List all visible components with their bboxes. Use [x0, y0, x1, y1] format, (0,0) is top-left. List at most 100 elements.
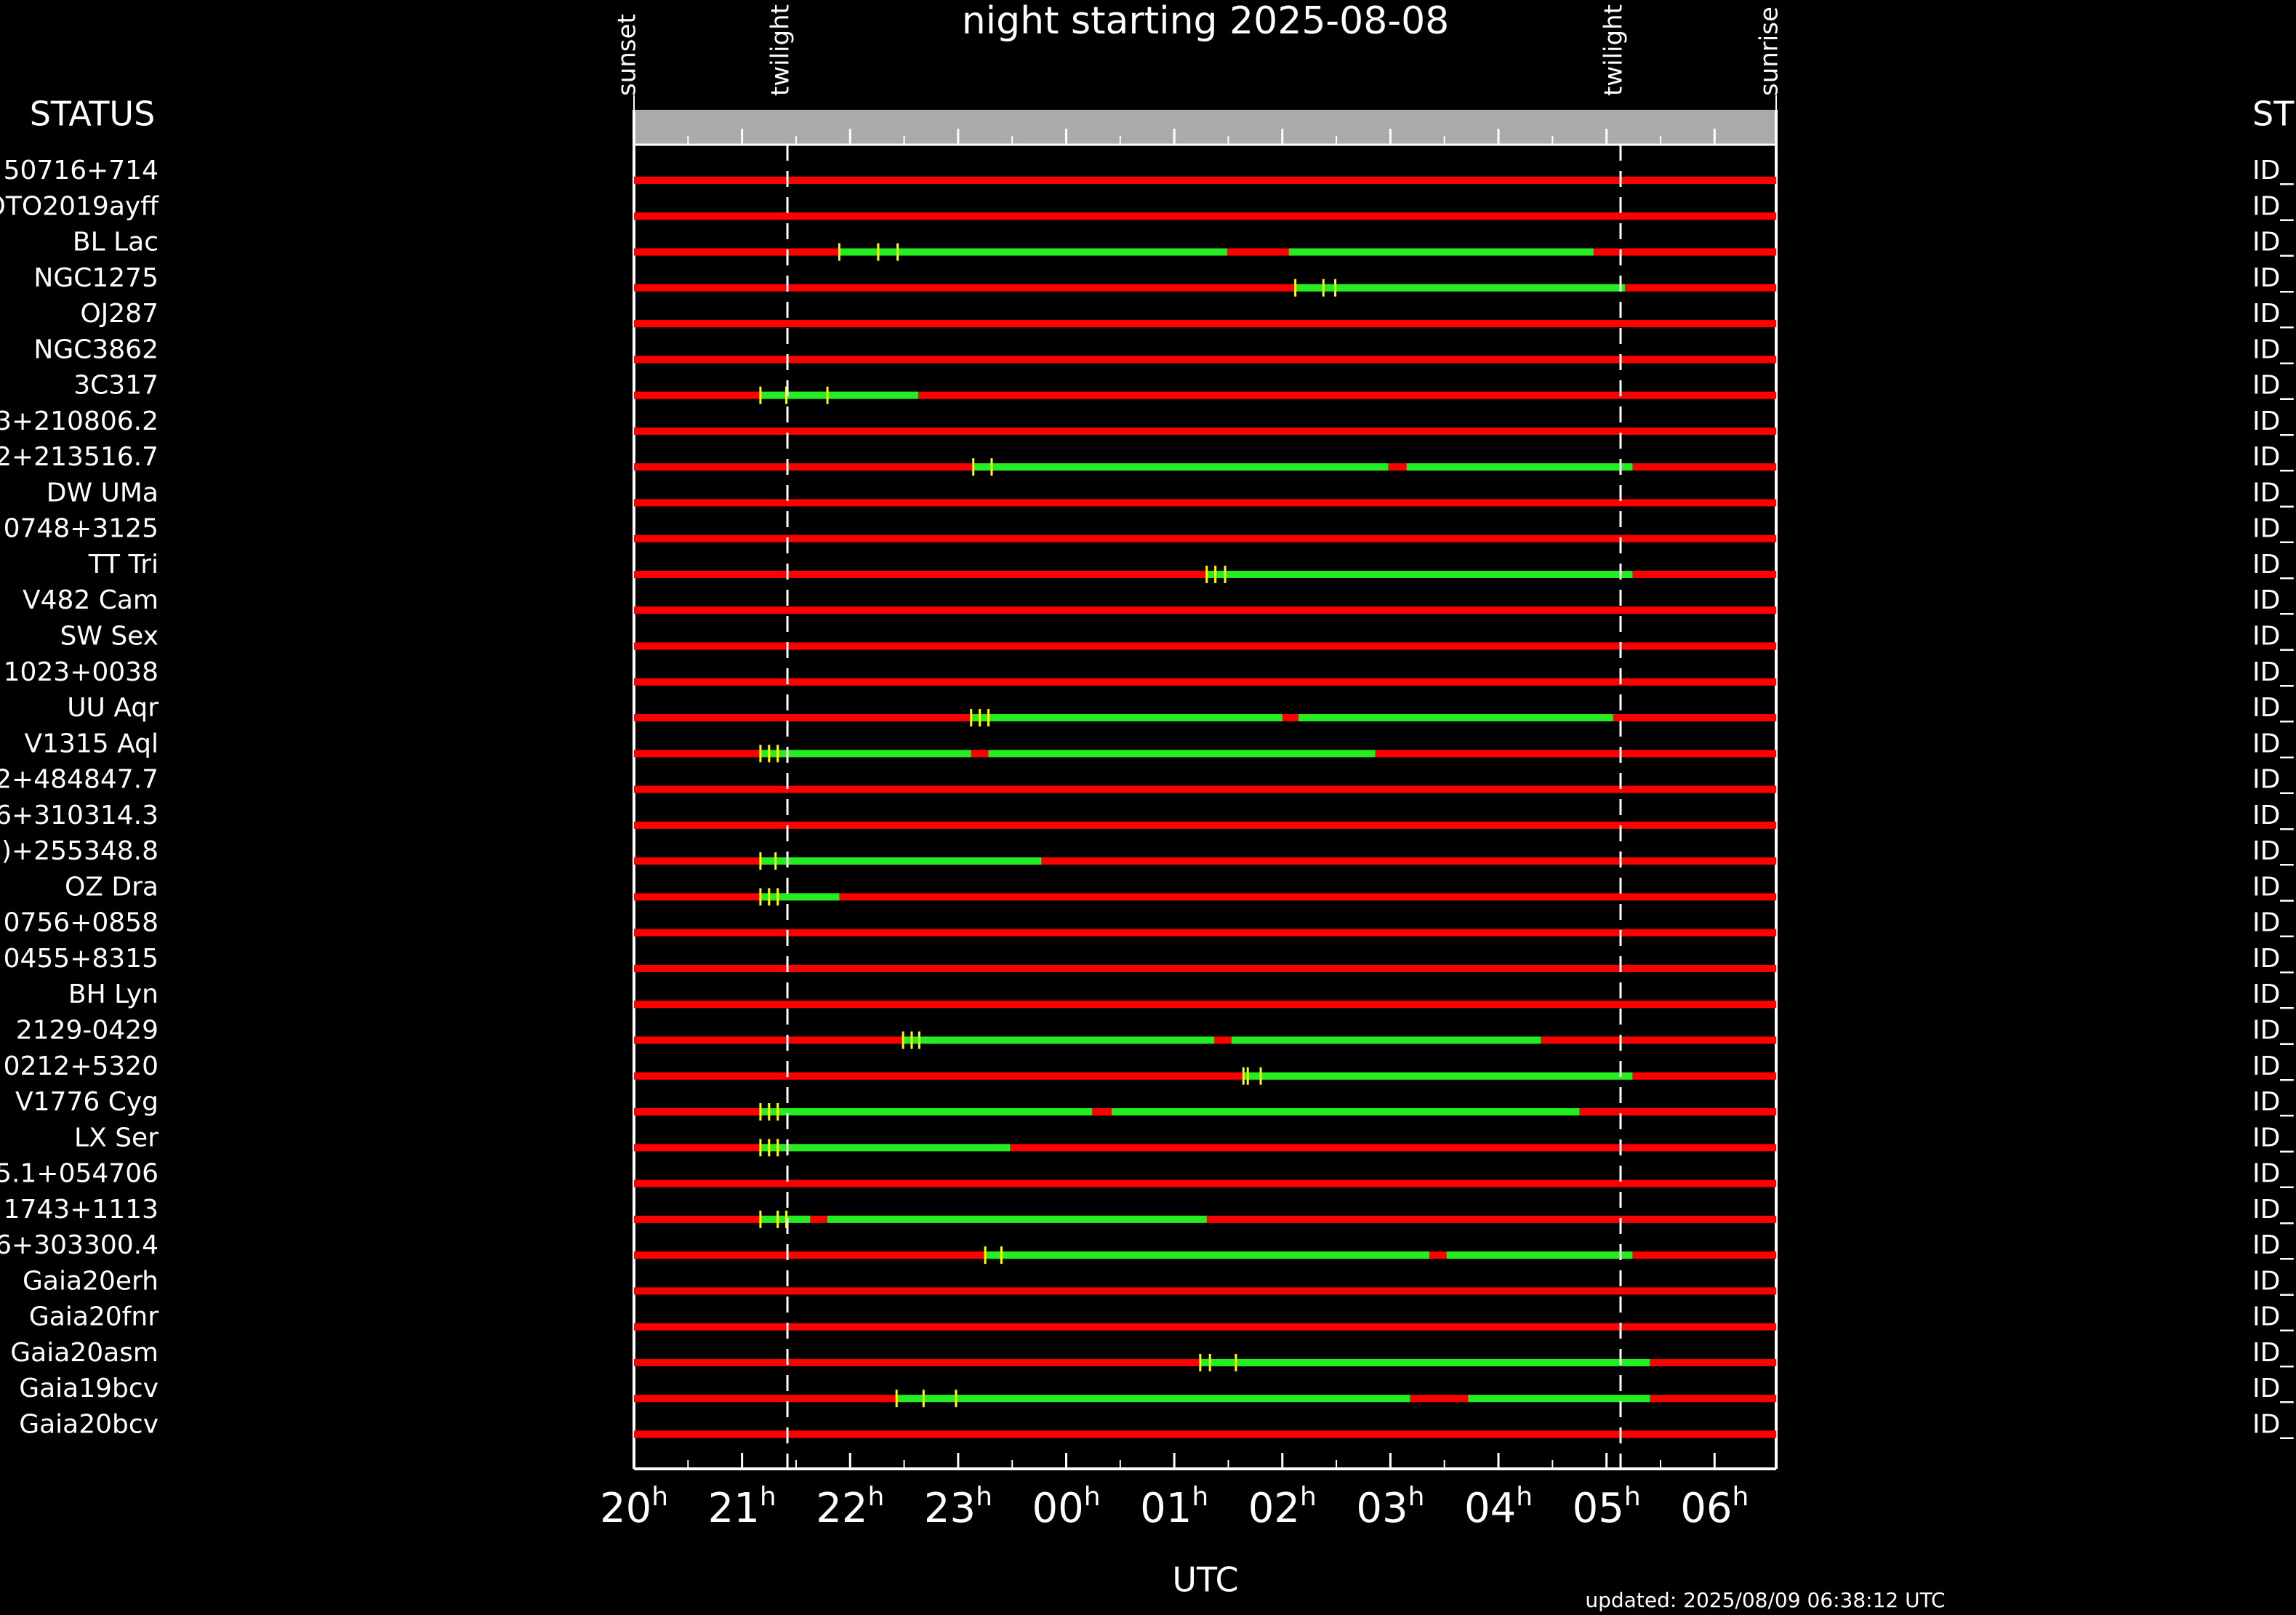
row-id: ID_ [2252, 944, 2294, 974]
window [1243, 1072, 1633, 1080]
row-id: ID_ [2252, 872, 2294, 902]
x-tick-value: 00 [1032, 1485, 1083, 1532]
row-id: ID_ [2252, 1051, 2294, 1081]
row-bar [634, 534, 1776, 542]
row-name: )+255348.8 [1, 836, 158, 866]
row-name: 0212+5320 [4, 1051, 158, 1081]
x-tick-suffix: h [651, 1482, 668, 1512]
x-tick-label: 03h [1356, 1482, 1424, 1532]
row-name: 3C317 [73, 371, 158, 401]
window [1446, 1251, 1633, 1259]
header-bar [634, 110, 1776, 145]
window [760, 1144, 1011, 1152]
event-label: sunrise [1755, 7, 1784, 96]
row-name: LX Ser [74, 1123, 158, 1153]
row-name: UU Aqr [67, 693, 158, 723]
x-tick-value: 20 [600, 1485, 651, 1532]
row-bar [634, 1287, 1776, 1295]
row-id: ID_ [2252, 228, 2294, 257]
x-tick-suffix: h [760, 1482, 776, 1512]
row-id: ID_ [2252, 478, 2294, 508]
x-tick-suffix: h [1084, 1482, 1101, 1512]
row-name: BL Lac [73, 228, 158, 257]
row-id: ID_ [2252, 622, 2294, 652]
window [903, 1036, 1215, 1044]
row-id: ID_ [2252, 908, 2294, 938]
x-tick-value: 02 [1248, 1485, 1300, 1532]
right-header: ST [2252, 95, 2295, 134]
row-bar [634, 1430, 1776, 1438]
row-name: 0756+0858 [4, 908, 158, 938]
event-label: twilight [1599, 4, 1628, 96]
x-tick-label: 01h [1140, 1482, 1208, 1532]
row-name: 0748+3125 [4, 514, 158, 544]
row-name: Gaia19bcv [19, 1374, 158, 1403]
window [1200, 1358, 1650, 1366]
row-id: ID_ [2252, 801, 2294, 830]
row-name: Gaia20bcv [19, 1409, 158, 1439]
row-bar [634, 570, 1776, 578]
row-id: ID_ [2252, 979, 2294, 1009]
x-tick-value: 22 [816, 1485, 867, 1532]
left-header: STATUS [30, 95, 156, 134]
row-bar [634, 893, 1776, 901]
row-bar [634, 857, 1776, 865]
row-id: ID_ [2252, 406, 2294, 436]
row-name: 2+213516.7 [0, 442, 158, 472]
row-name: Gaia20asm [10, 1338, 158, 1368]
window [760, 857, 1042, 865]
x-tick-suffix: h [1516, 1482, 1533, 1512]
row-name: 5.1+054706 [0, 1159, 158, 1189]
window [896, 1395, 1410, 1403]
x-tick-suffix: h [867, 1482, 884, 1512]
x-tick-suffix: h [1300, 1482, 1317, 1512]
row-id: ID_ [2252, 334, 2294, 364]
window [1406, 463, 1633, 471]
row-name: BH Lyn [68, 979, 158, 1009]
event-label: twilight [766, 4, 795, 96]
row-name: 3+210806.2 [0, 406, 158, 436]
row-id: ID_ [2252, 1338, 2294, 1368]
window [1468, 1395, 1650, 1403]
row-bar [634, 964, 1776, 972]
row-id: ID_ [2252, 836, 2294, 866]
row-name: TT Tri [88, 550, 158, 580]
row-id: ID_ [2252, 442, 2294, 472]
row-id: ID_ [2252, 1374, 2294, 1403]
row-name: OTO2019ayff [0, 191, 159, 221]
row-id: ID_ [2252, 1302, 2294, 1332]
row-id: ID_ [2252, 1123, 2294, 1153]
row-name: V1776 Cyg [15, 1087, 158, 1117]
x-tick-label: 06h [1680, 1482, 1749, 1532]
row-bar [634, 356, 1776, 364]
row-id: ID_ [2252, 585, 2294, 615]
row-name: Gaia20fnr [29, 1302, 158, 1332]
footer: updated: 2025/08/09 06:38:12 UTC [1585, 1588, 1945, 1612]
row-name: V1315 Aql [24, 729, 158, 758]
window [760, 750, 971, 758]
x-tick-label: 02h [1248, 1482, 1317, 1532]
window [827, 1215, 1207, 1223]
row-name: 6+310314.3 [0, 801, 158, 830]
row-name: Gaia20erh [23, 1266, 158, 1296]
row-bar [634, 1323, 1776, 1331]
row-id: ID_ [2252, 299, 2294, 329]
x-tick-value: 05 [1573, 1485, 1624, 1532]
row-bar [634, 821, 1776, 829]
row-name: 0455+8315 [4, 944, 158, 974]
row-name: SW Sex [60, 622, 158, 652]
row-bar [634, 499, 1776, 507]
row-bar [634, 678, 1776, 686]
row-id: ID_ [2252, 1087, 2294, 1117]
row-id: ID_ [2252, 191, 2294, 221]
x-tick-label: 04h [1464, 1482, 1533, 1532]
row-bar [634, 212, 1776, 220]
row-id: ID_ [2252, 514, 2294, 544]
row-id: ID_ [2252, 729, 2294, 758]
x-tick-value: 03 [1356, 1485, 1408, 1532]
row-bar [634, 391, 1776, 399]
event-label: sunset [613, 14, 642, 96]
x-tick-label: 00h [1032, 1482, 1100, 1532]
